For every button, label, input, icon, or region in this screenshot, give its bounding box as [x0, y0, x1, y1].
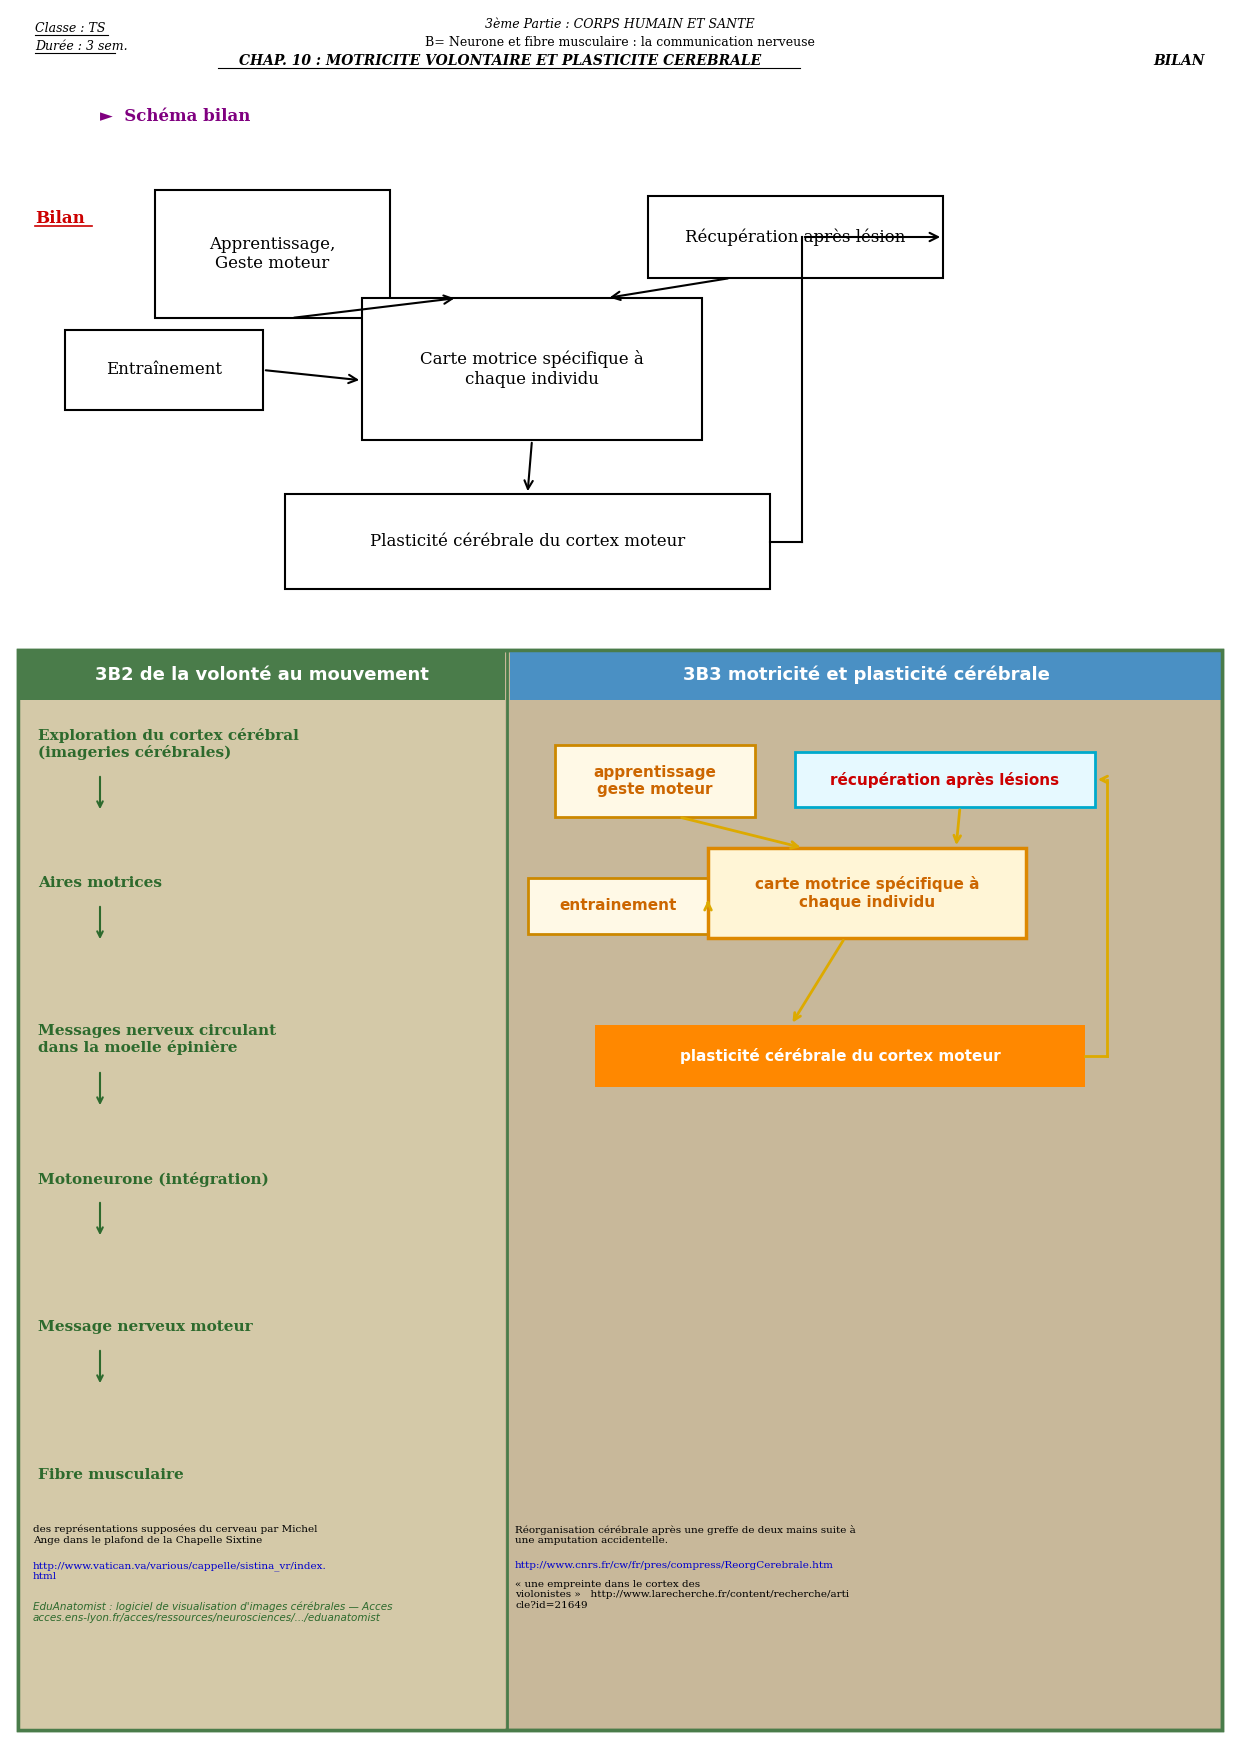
Text: ►  Schéma bilan: ► Schéma bilan	[100, 109, 250, 125]
Text: Durée : 3 sem.: Durée : 3 sem.	[35, 40, 128, 53]
Text: Messages nerveux circulant
dans la moelle épinière: Messages nerveux circulant dans la moell…	[38, 1024, 277, 1056]
Text: plasticité cérébrale du cortex moteur: plasticité cérébrale du cortex moteur	[680, 1047, 1001, 1065]
Bar	[649, 196, 942, 277]
Text: Récupération après lésion: Récupération après lésion	[686, 228, 905, 246]
Text: http://www.vatican.va/various/cappelle/sistina_vr/index.
html: http://www.vatican.va/various/cappelle/s…	[33, 1561, 327, 1580]
Text: récupération après lésions: récupération après lésions	[831, 772, 1059, 788]
Bar	[64, 330, 263, 410]
Text: BILAN: BILAN	[1153, 54, 1205, 68]
Text: carte motrice spécifique à
chaque individu: carte motrice spécifique à chaque indivi…	[755, 877, 980, 910]
Text: Réorganisation cérébrale après une greffe de deux mains suite à
une amputation a: Réorganisation cérébrale après une greff…	[515, 1524, 856, 1545]
Text: CHAP. 10 : MOTRICITE VOLONTAIRE ET PLASTICITE CEREBRALE: CHAP. 10 : MOTRICITE VOLONTAIRE ET PLAST…	[239, 54, 761, 68]
Bar	[510, 651, 1221, 700]
Bar	[595, 1024, 1085, 1087]
Text: 3B2 de la volonté au mouvement: 3B2 de la volonté au mouvement	[94, 667, 429, 684]
Bar	[19, 651, 505, 1729]
Bar	[362, 298, 702, 440]
Text: EduAnatomist : logiciel de visualisation d'images cérébrales — Acces
acces.ens-l: EduAnatomist : logiciel de visualisation…	[33, 1601, 393, 1622]
Text: Entraînement: Entraînement	[105, 361, 222, 379]
Bar	[528, 879, 708, 933]
Bar	[708, 847, 1025, 938]
Text: des représentations supposées du cerveau par Michel
Ange dans le plafond de la C: des représentations supposées du cerveau…	[33, 1524, 317, 1545]
Text: Fibre musculaire: Fibre musculaire	[38, 1468, 184, 1482]
Text: Carte motrice spécifique à
chaque individu: Carte motrice spécifique à chaque indivi…	[420, 351, 644, 388]
Text: Aires motrices: Aires motrices	[38, 875, 162, 889]
Text: B= Neurone et fibre musculaire : la communication nerveuse: B= Neurone et fibre musculaire : la comm…	[425, 37, 815, 49]
Bar	[155, 189, 391, 317]
Text: Plasticité cérébrale du cortex moteur: Plasticité cérébrale du cortex moteur	[370, 533, 686, 551]
Bar	[19, 651, 1221, 1729]
Text: Bilan: Bilan	[35, 210, 84, 226]
Text: 3ème Partie : CORPS HUMAIN ET SANTE: 3ème Partie : CORPS HUMAIN ET SANTE	[485, 18, 755, 32]
Bar	[19, 651, 1221, 1729]
Text: Exploration du cortex cérébral
(imageries cérébrales): Exploration du cortex cérébral (imagerie…	[38, 728, 299, 761]
Text: Classe : TS: Classe : TS	[35, 23, 105, 35]
Text: http://www.cnrs.fr/cw/fr/pres/compress/ReorgCerebrale.htm: http://www.cnrs.fr/cw/fr/pres/compress/R…	[515, 1561, 833, 1570]
Bar	[285, 495, 770, 589]
Text: Message nerveux moteur: Message nerveux moteur	[38, 1321, 253, 1335]
Bar	[795, 752, 1095, 807]
Text: 3B3 motricité et plasticité cérébrale: 3B3 motricité et plasticité cérébrale	[682, 667, 1049, 684]
Text: Motoneurone (intégration): Motoneurone (intégration)	[38, 1172, 269, 1187]
Text: entrainement: entrainement	[559, 898, 677, 914]
Bar	[556, 745, 755, 817]
Text: apprentissage
geste moteur: apprentissage geste moteur	[594, 765, 717, 798]
Bar	[19, 651, 505, 700]
Text: Apprentissage,
Geste moteur: Apprentissage, Geste moteur	[210, 235, 336, 272]
Text: « une empreinte dans le cortex des
violonistes »   http://www.larecherche.fr/con: « une empreinte dans le cortex des violo…	[515, 1580, 849, 1610]
